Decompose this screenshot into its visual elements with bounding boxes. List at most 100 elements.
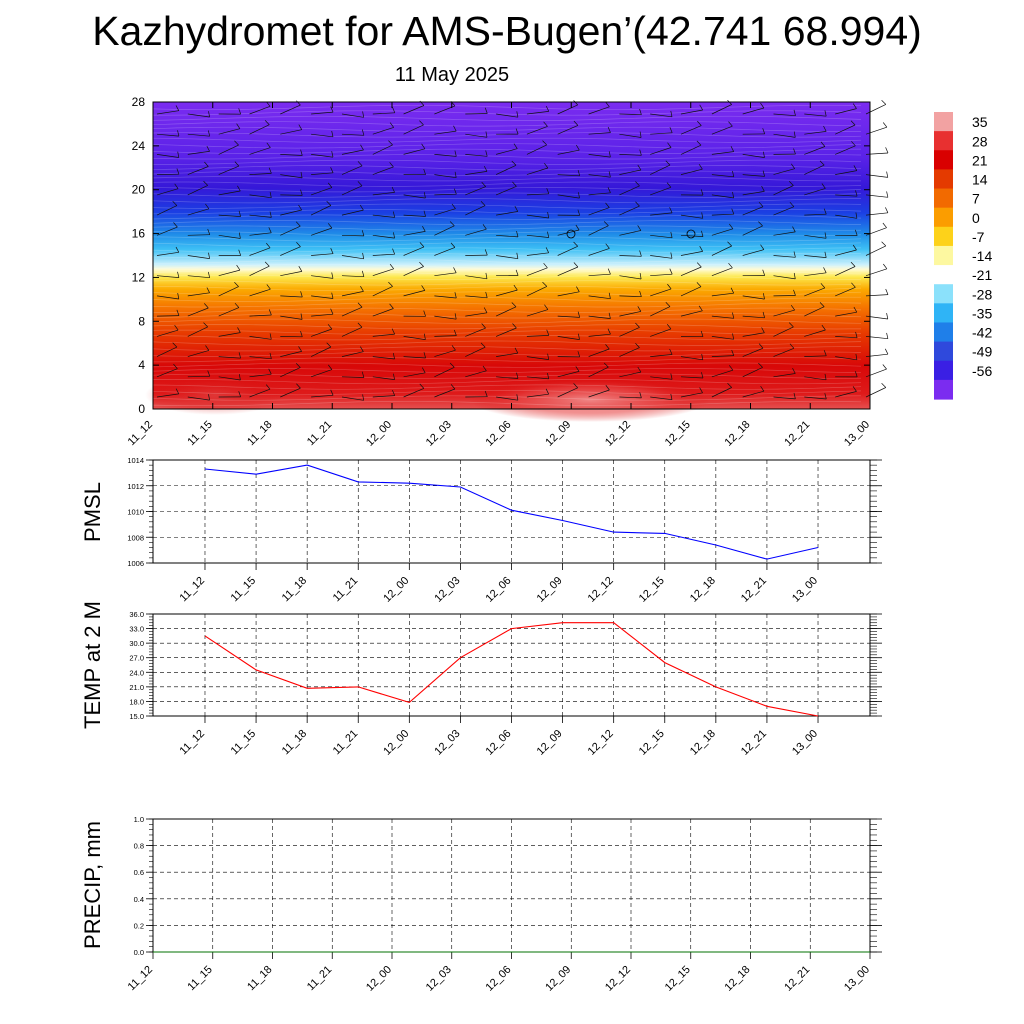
wind-barb-feather <box>542 281 548 287</box>
wind-barb-feather <box>392 353 395 360</box>
x-tick-label: 11_21 <box>305 964 335 994</box>
wind-barb-feather <box>177 151 180 158</box>
wind-barb-feather <box>208 111 210 118</box>
wind-barb-feather <box>234 282 239 287</box>
wind-barb-feather <box>824 393 827 400</box>
x-tick-label: 11_18 <box>280 575 310 605</box>
wind-barb-feather <box>483 165 488 172</box>
wind-barb <box>249 173 272 175</box>
wind-barb-feather <box>823 350 827 356</box>
wind-barb-feather <box>512 181 517 187</box>
wind-barb-feather <box>670 252 673 259</box>
wind-barb-feather <box>762 170 765 177</box>
wind-barb <box>650 255 673 259</box>
isotherm-line <box>153 159 862 165</box>
wind-barb <box>311 313 334 317</box>
isotherm-line <box>152 379 862 385</box>
isotherm-line <box>152 302 862 308</box>
wind-barb-feather <box>485 272 488 279</box>
y-tick-label: 0.6 <box>134 868 144 877</box>
y-tick-label: 1014 <box>127 456 144 465</box>
x-tick-label: 12_15 <box>663 419 693 449</box>
wind-barb-feather <box>699 387 703 393</box>
wind-barb-feather <box>514 206 519 212</box>
wind-barb-feather <box>762 311 765 318</box>
wind-barb-feather <box>883 263 888 270</box>
wind-barb-feather <box>792 226 796 233</box>
wind-barb-feather <box>575 224 580 231</box>
wind-barb-feather <box>635 181 640 187</box>
wind-barb-feather <box>175 105 180 111</box>
wind-barb <box>588 389 610 398</box>
wind-barb-feather <box>852 103 857 109</box>
x-tick-label: 12_00 <box>364 419 394 449</box>
wind-barb <box>557 104 578 115</box>
y-tick-label: 18.0 <box>129 697 144 706</box>
wind-barb <box>835 194 858 197</box>
x-tick-label: 11_21 <box>331 575 361 605</box>
wind-barb <box>434 154 457 157</box>
wind-barb-feather <box>605 344 610 350</box>
wind-barb <box>465 275 488 280</box>
wind-barb-feather <box>546 329 550 336</box>
wind-barb-feather <box>824 232 827 239</box>
wind-barb <box>742 332 765 337</box>
wind-barb <box>341 396 364 401</box>
wind-barb-feather <box>670 231 673 238</box>
x-tick-label: 12_12 <box>603 419 633 449</box>
wind-barb <box>403 290 425 297</box>
colorbar-swatch <box>934 303 953 324</box>
wind-barb <box>496 376 519 379</box>
wind-barb <box>496 255 518 260</box>
wind-barb <box>588 333 611 337</box>
wind-barb <box>187 326 208 337</box>
wind-barb <box>249 124 270 135</box>
wind-barb <box>403 124 424 135</box>
wind-barb <box>804 272 827 277</box>
wind-barb <box>526 309 549 317</box>
wind-barb-feather <box>295 221 301 227</box>
wind-barb <box>218 128 240 135</box>
wind-barb <box>249 105 271 115</box>
wind-barb <box>680 234 704 237</box>
wind-barb-feather <box>454 171 457 178</box>
wind-barb-feather <box>639 392 642 398</box>
wind-barb-feather <box>635 342 640 348</box>
x-tick-label: 11_15 <box>185 419 215 449</box>
wind-barb <box>156 295 179 300</box>
wind-barb-feather <box>699 246 704 252</box>
wind-barb-feather <box>330 389 334 396</box>
wind-barb-feather <box>882 122 888 128</box>
wind-barb-feather <box>516 252 519 259</box>
wind-barb <box>804 306 825 317</box>
wind-barb-feather <box>515 269 519 276</box>
wind-barb-feather <box>421 143 426 149</box>
wind-barb <box>249 214 272 218</box>
wind-barb <box>187 234 210 236</box>
wind-barb <box>526 267 548 277</box>
wind-barb-feather <box>481 181 486 187</box>
isotherm-line <box>152 187 862 193</box>
wind-barb-feather <box>357 322 363 328</box>
x-tick-label: 12_21 <box>739 728 769 758</box>
wind-barb <box>865 126 888 135</box>
wind-barb <box>711 355 734 357</box>
wind-barb <box>218 190 241 196</box>
wind-barb-feather <box>855 190 858 197</box>
wind-barb <box>187 151 210 155</box>
wind-barb <box>650 234 673 239</box>
wind-barb-feather <box>544 304 549 310</box>
wind-barb <box>280 271 302 277</box>
wind-barb <box>187 396 210 401</box>
wind-barb-feather <box>451 345 456 351</box>
wind-barb <box>156 110 179 115</box>
wind-barb <box>588 295 611 300</box>
wind-barb <box>557 315 580 318</box>
y-tick-label: 0.0 <box>134 948 144 957</box>
wind-barb <box>434 247 456 256</box>
wind-barb <box>249 356 272 360</box>
wind-barb-feather <box>696 262 702 268</box>
wind-barb <box>372 308 394 317</box>
wind-barb-feather <box>388 140 393 146</box>
